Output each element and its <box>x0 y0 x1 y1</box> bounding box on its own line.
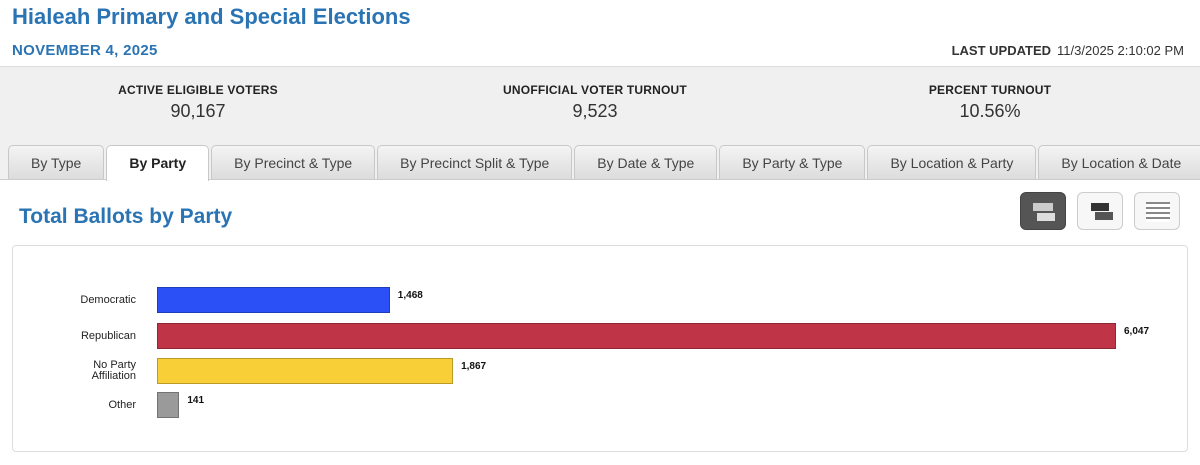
bar <box>157 287 390 313</box>
stat: PERCENT TURNOUT 10.56% <box>840 83 1140 122</box>
value-label: 141 <box>187 395 205 406</box>
tab[interactable]: By Type <box>8 145 105 179</box>
chart-title: Total Ballots by Party <box>19 205 233 228</box>
bar <box>157 358 454 384</box>
tab[interactable]: By Location & Party <box>867 145 1037 179</box>
percent-view-button[interactable] <box>1077 192 1123 230</box>
stat-value: 9,523 <box>572 101 618 121</box>
last-updated-label: LAST UPDATED <box>951 43 1052 58</box>
tab[interactable]: By Party <box>106 145 210 181</box>
category-label: No Party Affiliation <box>91 359 136 382</box>
stat: ACTIVE ELIGIBLE VOTERS 90,167 <box>48 83 348 122</box>
tab[interactable]: By Party & Type <box>719 145 866 179</box>
page-title: Hialeah Primary and Special Elections <box>12 4 411 29</box>
stat-value: 90,167 <box>170 101 226 121</box>
stat-label: UNOFFICIAL VOTER TURNOUT <box>503 83 687 97</box>
category-label: Democratic <box>80 293 136 306</box>
election-date: NOVEMBER 4, 2025 <box>12 42 158 59</box>
tab-bar: By Type By Party By Precinct & Type By Prec… <box>8 145 1200 181</box>
stat-label: ACTIVE ELIGIBLE VOTERS <box>118 83 278 97</box>
chart-area: Democratic 1,468 Republican 6,047 No Party A… <box>12 245 1188 452</box>
bar <box>157 392 180 418</box>
category-label: Republican <box>80 329 136 342</box>
value-label: 1,468 <box>397 290 423 301</box>
stat: UNOFFICIAL VOTER TURNOUT 9,523 <box>445 83 745 122</box>
last-updated: LAST UPDATED 11/3/2025 2:10:02 PM <box>952 43 1184 58</box>
tab[interactable]: By Precinct Split & Type <box>377 145 573 179</box>
count-view-button[interactable] <box>1020 192 1066 230</box>
tab[interactable]: By Date & Type <box>574 145 718 179</box>
stat-label: PERCENT TURNOUT <box>928 83 1052 97</box>
tab[interactable]: By Precinct & Type <box>211 145 376 179</box>
last-updated-value: 11/3/2025 2:10:02 PM <box>1057 43 1184 58</box>
table-view-button[interactable] <box>1134 192 1180 230</box>
value-label: 6,047 <box>1124 326 1150 337</box>
value-label: 1,867 <box>461 361 487 372</box>
stat-value: 10.56% <box>959 101 1021 121</box>
bar <box>157 323 1116 349</box>
category-label: Other <box>108 398 136 411</box>
tab[interactable]: By Location & Date <box>1038 145 1200 179</box>
